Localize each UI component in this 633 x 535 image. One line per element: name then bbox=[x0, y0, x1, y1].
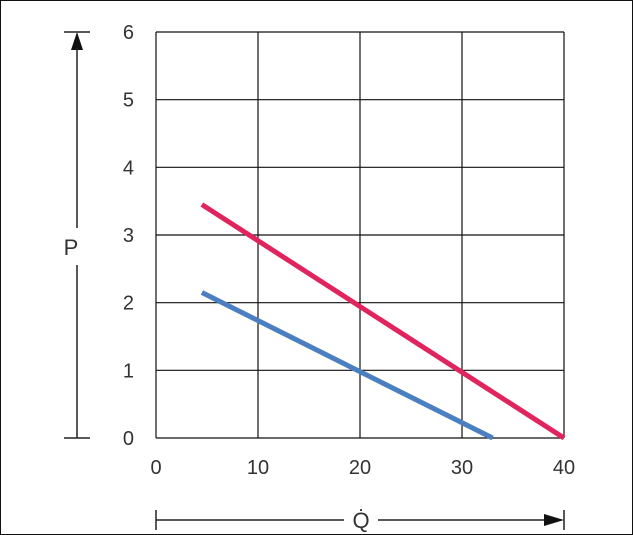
y-tick-label: 1 bbox=[123, 360, 134, 382]
y-axis-label: P bbox=[64, 235, 79, 260]
y-tick-label: 4 bbox=[123, 157, 134, 179]
x-tick-label: 40 bbox=[553, 457, 575, 479]
x-tick-label: 20 bbox=[349, 457, 371, 479]
x-tick-label: 0 bbox=[150, 457, 161, 479]
x-tick-labels: 0 10 20 30 40 bbox=[150, 457, 575, 479]
y-axis-guide-arrowhead bbox=[71, 32, 83, 50]
series-layer bbox=[200, 202, 566, 441]
y-tick-label: 0 bbox=[123, 428, 134, 450]
y-tick-label: 3 bbox=[123, 225, 134, 247]
x-tick-label: 10 bbox=[247, 457, 269, 479]
y-tick-labels: 0 1 2 3 4 5 6 bbox=[123, 22, 134, 450]
grid-layer bbox=[155, 31, 565, 439]
x-axis-guide: Q̇ bbox=[155, 508, 565, 533]
x-axis-guide-arrowhead bbox=[544, 514, 564, 526]
x-tick-label: 30 bbox=[451, 457, 473, 479]
y-axis-guide: P bbox=[64, 31, 90, 439]
y-tick-label: 6 bbox=[123, 22, 134, 44]
y-tick-label: 2 bbox=[123, 293, 134, 315]
series-line-1 bbox=[200, 202, 566, 441]
series-line-2 bbox=[200, 290, 494, 441]
y-tick-label: 5 bbox=[123, 90, 134, 112]
x-axis-label: Q̇ bbox=[352, 508, 369, 533]
